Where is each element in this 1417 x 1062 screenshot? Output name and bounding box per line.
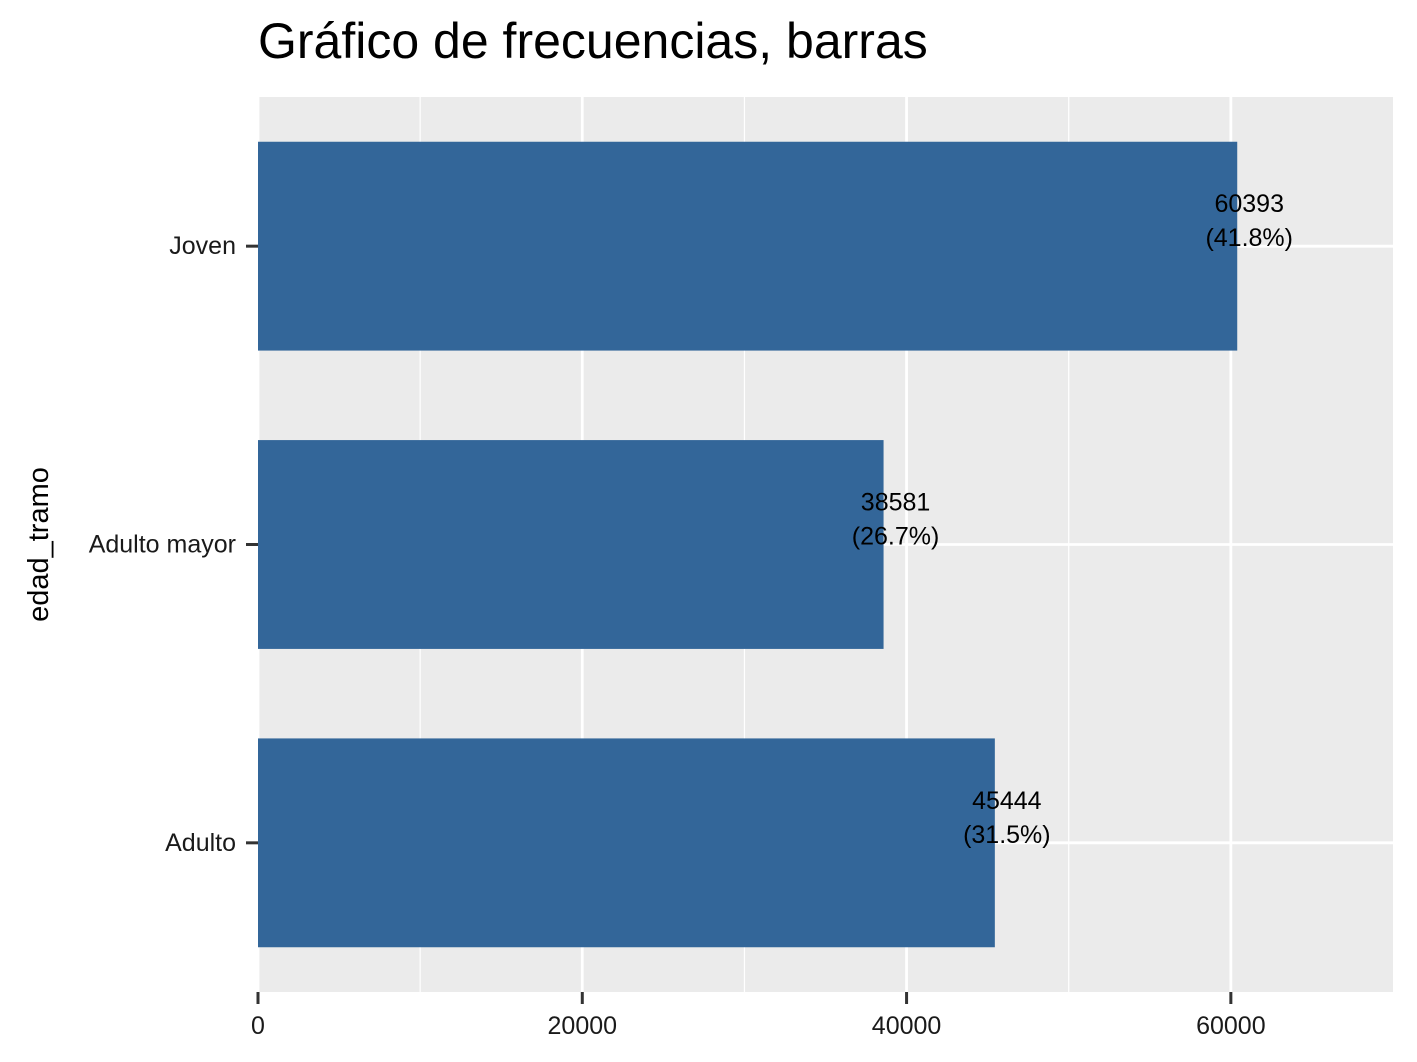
bar-joven (258, 141, 1238, 351)
data-label-value: 45444 (972, 787, 1042, 815)
x-axis: 0 20000 40000 60000 (251, 992, 1266, 1040)
y-tick-label: Adulto mayor (89, 531, 236, 559)
data-label-percent: (26.7%) (852, 523, 940, 551)
data-labels-group: 60393 (41.8%) 38581 (26.7%) 45444 (31.5%) (852, 190, 1293, 849)
data-label-percent: (41.8%) (1205, 224, 1293, 252)
x-tick-label: 20000 (548, 1012, 618, 1040)
y-tick-label: Adulto (165, 829, 236, 857)
y-axis: Joven Adulto mayor Adulto (89, 232, 258, 857)
data-label-value: 60393 (1214, 190, 1284, 218)
data-label-value: 38581 (861, 489, 931, 517)
x-tick-label: 60000 (1196, 1012, 1266, 1040)
bar-adulto (258, 738, 995, 948)
bar-adulto-mayor (258, 440, 884, 649)
bars-group (258, 141, 1238, 948)
chart-title: Gráfico de frecuencias, barras (258, 13, 928, 69)
x-tick-label: 40000 (872, 1012, 942, 1040)
y-axis-title: edad_tramo (23, 467, 55, 622)
y-tick-label: Joven (169, 232, 236, 260)
x-tick-label: 0 (251, 1012, 265, 1040)
data-label-percent: (31.5%) (963, 821, 1051, 849)
